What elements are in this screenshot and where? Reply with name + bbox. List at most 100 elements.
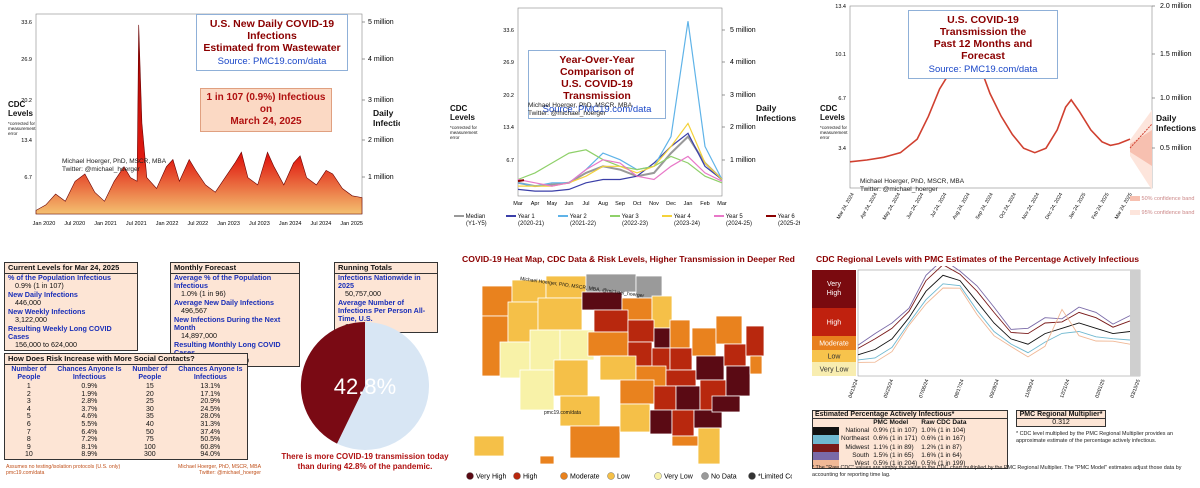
cdc-label-1: CDC — [820, 104, 838, 113]
legend-sub: (2024-25) — [726, 221, 753, 227]
band50-swatch — [1130, 196, 1140, 202]
x-tick: Jan — [684, 201, 693, 207]
yoy-legend-item: Year 4 (2023-24) — [662, 214, 700, 228]
map-state — [693, 409, 723, 429]
regional-cell: 1.1% (1 in 89) — [873, 443, 914, 451]
yoy-author: Michael Hoerger, PhD, MSCR, MBA Twitter:… — [528, 102, 632, 118]
daily-label-1: Daily — [1156, 113, 1177, 123]
forecast-line — [849, 60, 1131, 163]
map-state — [481, 285, 513, 317]
regional-shaded-period — [1130, 270, 1140, 376]
cdc-note-2: measurement — [450, 130, 478, 135]
left-tick: 20.2 — [503, 93, 514, 99]
current-label-1: New Daily Infections — [8, 290, 78, 299]
pie-label: 42.8% — [334, 374, 396, 399]
risk-cell: 20.9% — [200, 398, 221, 406]
risk-cell: 7 — [26, 428, 31, 436]
daily-label-1: Daily — [756, 103, 777, 113]
yoy-legend-item: Year 1 (2020-21) — [506, 214, 544, 228]
x-tick: Nov — [649, 201, 659, 207]
yoy-chart-panel: 33.6 26.9 20.2 13.4 6.7 5 million 4 million 3 m… — [400, 0, 800, 240]
legend-sub: (2022-23) — [622, 221, 649, 227]
x-tick: Apr 24, 2024 — [859, 192, 879, 220]
current-value-3: 156,000 to 624,000 — [15, 340, 77, 349]
legend-sub: (2021-22) — [570, 221, 597, 227]
yoy-legend-item: Year 6(2025-26) — [766, 214, 800, 228]
band50-legend: 50% confidence band — [1130, 196, 1194, 202]
daily-label-1: Daily — [373, 108, 394, 118]
cdc-note-3: error — [8, 131, 18, 136]
risk-foot-right-1: Michael Hoerger, PhD, MSCR, MBA — [178, 464, 262, 470]
band50-label: 50% confidence band — [1141, 196, 1195, 202]
forecast-chart-panel: 13.4 10.1 6.7 3.4 2.0 million 1.5 million 1.0 … — [800, 0, 1200, 240]
regional-cell: 0.6% (1 in 167) — [921, 435, 966, 443]
map-state — [619, 379, 655, 405]
legend-swatch — [714, 215, 724, 218]
legend-name: Year 4 — [673, 214, 691, 220]
x-tick: Dec 24, 2024 — [1044, 192, 1064, 221]
yoy-legend-item: Year 3 (2022-23) — [610, 214, 648, 228]
risk-cell: 94.0% — [200, 451, 221, 459]
cdc-note-1: *corrected for — [450, 125, 478, 130]
regional-cell: 0.6% (1 in 171) — [873, 435, 918, 443]
risk-row: 6 5.5% 40 31.3% — [5, 421, 247, 429]
regional-cell: South — [852, 451, 870, 459]
legend-name: Year 1 — [517, 214, 535, 220]
right-tick: 4 million — [368, 56, 394, 63]
daily-infections-label: Daily Infections — [373, 108, 400, 128]
legend-name: Year 6 — [777, 214, 795, 220]
map-legend-label: Very High — [476, 474, 506, 481]
map-title: COVID-19 Heat Map, CDC Data & Risk Level… — [462, 254, 795, 264]
right-tick: 5 million — [368, 19, 394, 26]
forecast-label-0: Average % of the Population Infectious — [174, 273, 272, 290]
right-tick: 1 million — [730, 157, 756, 164]
legend-swatch — [610, 215, 620, 218]
regional-swatch — [813, 451, 839, 461]
map-state — [651, 295, 673, 329]
left-tick: 26.9 — [21, 57, 32, 63]
legend-name: Median — [465, 214, 486, 220]
col-cdc: Raw CDC Data — [921, 419, 967, 426]
current-value-0: 0.9% (1 in 107) — [15, 281, 64, 290]
forecast-value-0: 1.0% (1 in 96) — [181, 289, 226, 298]
risk-cell: 2.8% — [81, 398, 98, 406]
map-states — [473, 273, 765, 465]
risk-cell: 28.0% — [200, 413, 221, 421]
risk-col-people-left: Number of People — [11, 366, 47, 381]
risk-cell: 30 — [145, 405, 154, 413]
regional-series-line — [857, 274, 1131, 356]
regional-x-tick: 07/06/24 — [918, 378, 930, 399]
legend-name: Year 3 — [621, 214, 639, 220]
risk-row: 7 6.4% 50 37.4% — [5, 429, 247, 437]
risk-cell: 50.5% — [200, 436, 221, 444]
regional-cell: 0.9% (1 in 107) — [873, 427, 918, 435]
cdc-note-2: measurement — [8, 126, 36, 131]
level-label: Low — [828, 354, 842, 361]
regional-footnote: * The "Raw CDC" values are simply the va… — [812, 465, 1182, 478]
cdc-note-3: error — [450, 135, 460, 140]
map-state — [671, 409, 695, 437]
risk-row: 5 4.6% 35 28.0% — [5, 413, 247, 421]
cdc-note-2: measurement — [820, 130, 848, 135]
heat-map-panel: Michael Hoerger, PhD, MSCR, MBA, @michae… — [460, 266, 792, 488]
forecast-value-1: 496,567 — [181, 306, 207, 315]
risk-cell: 6 — [26, 420, 31, 428]
year6-line — [517, 179, 525, 183]
map-state — [675, 385, 701, 411]
risk-cell: 4.6% — [81, 413, 98, 421]
regional-cell: National — [845, 427, 870, 435]
right-tick: 0.5 million — [1160, 145, 1192, 152]
map-legend-label: High — [523, 474, 538, 481]
map-state — [715, 315, 743, 345]
totals-header: Running Totals — [335, 263, 437, 274]
x-tick: Jul — [582, 201, 589, 207]
regional-cell: 1.6% (1 in 64) — [921, 451, 962, 459]
multiplier-box: PMC Regional Multiplier* 0.312 — [1016, 410, 1106, 427]
yoy-cdc-levels-label: CDC Levels *corrected for measurement er… — [450, 104, 478, 140]
daily-label-2: Infections — [756, 113, 797, 123]
regional-series-line — [857, 283, 1131, 361]
level-label: High — [827, 320, 842, 327]
map-legend-label: Very Low — [664, 474, 694, 481]
map-state — [697, 427, 721, 465]
risk-cell: 5 — [26, 413, 31, 421]
